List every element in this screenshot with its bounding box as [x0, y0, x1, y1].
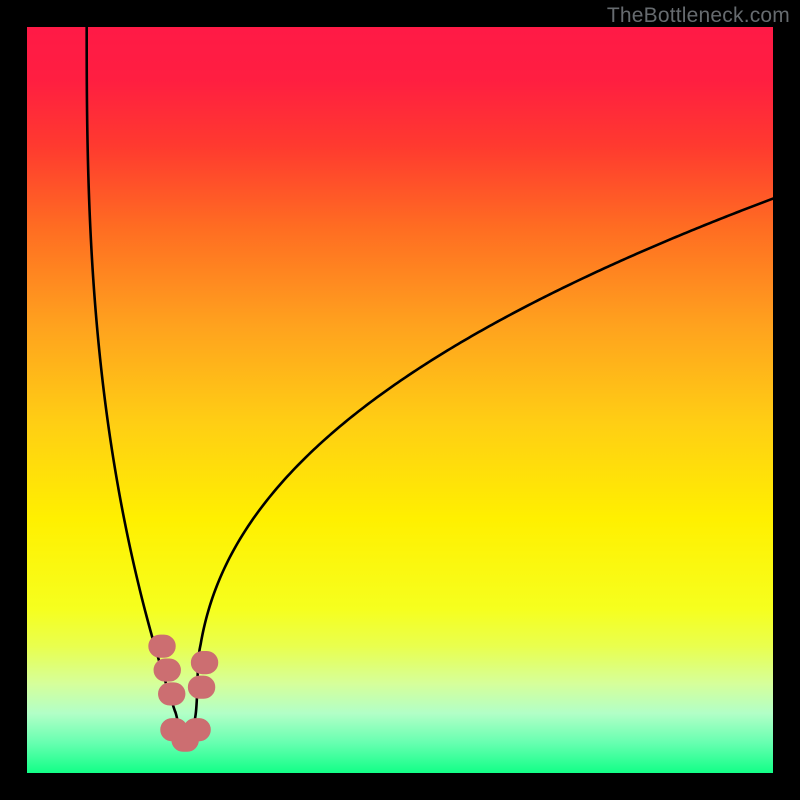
gradient-background: [27, 27, 773, 773]
marker-point: [159, 683, 185, 705]
plot-svg: [27, 27, 773, 773]
plot-area: [27, 27, 773, 773]
marker-point: [154, 659, 180, 681]
marker-point: [184, 719, 210, 741]
marker-point: [149, 635, 175, 657]
watermark-text: TheBottleneck.com: [607, 4, 790, 28]
marker-point: [191, 651, 217, 673]
marker-point: [188, 676, 214, 698]
chart-frame: TheBottleneck.com: [0, 0, 800, 800]
